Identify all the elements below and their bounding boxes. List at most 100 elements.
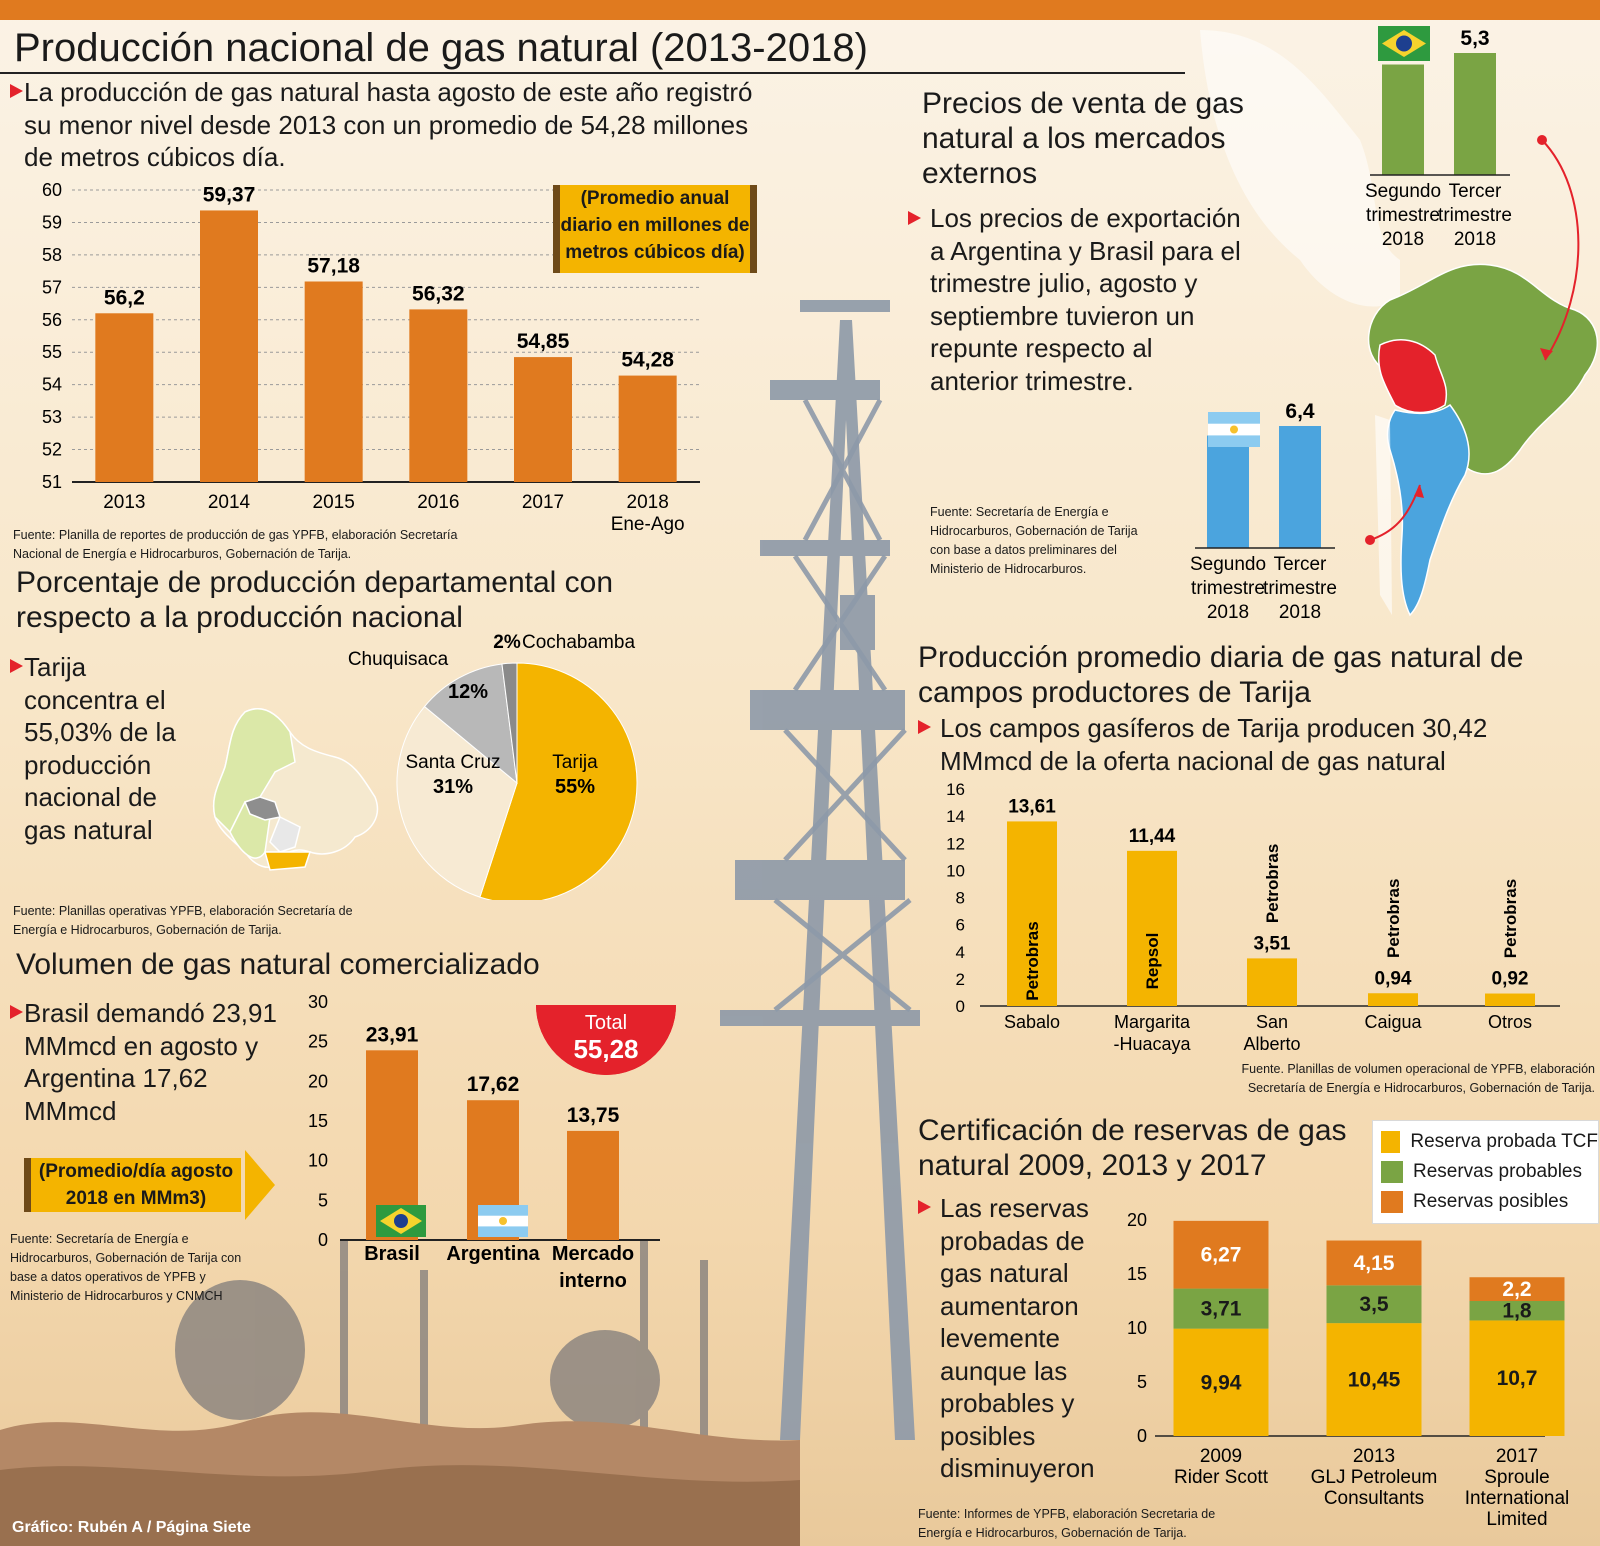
pie-slice [479,662,638,900]
operator-label: Repsol [1143,933,1162,990]
bar [618,375,677,482]
data-label: 10,45 [1348,1369,1401,1392]
volume-text: Brasil demandó 23,91 MMmcd en agosto y A… [24,998,277,1126]
x-tick-label: 2018 [1207,602,1249,623]
reserves-text: Las reservas probadas de gas natural aum… [940,1193,1095,1483]
volume-unit-badge: (Promedio/día agosto 2018 en MMm3) [24,1158,241,1212]
y-tick-label: 20 [308,1071,328,1091]
bar-segment [1173,1288,1269,1329]
y-tick-label: 51 [42,472,62,492]
prices-title: Precios de venta de gas natural a los me… [922,87,1244,190]
data-label: 57,18 [307,254,360,277]
slice-name: Santa Cruz [405,752,500,773]
x-tick-label: 2014 [208,492,251,513]
bullet-icon [10,1005,23,1019]
y-tick-label: 10 [946,861,965,880]
y-tick-label: 54 [42,375,62,395]
x-tick-label: 2015 [313,492,355,513]
x-tick-label: Limited [1486,1509,1547,1530]
pie-slice [396,705,518,898]
south-america-map-icon [1368,263,1599,617]
total-badge [536,1005,676,1075]
bar [1247,958,1297,1006]
bar-segment [1326,1240,1422,1286]
x-tick-label: Brasil [364,1243,420,1265]
intro-text: La producción de gas natural hasta agost… [24,77,753,172]
legend-item: Reservas probables [1373,1157,1598,1187]
y-tick-label: 14 [946,807,965,826]
page-title: Producción nacional de gas natural (2013… [14,26,868,70]
data-label: 3,5 [1359,1293,1389,1316]
bar-segment [1469,1277,1565,1301]
x-tick-label: Ene-Ago [611,514,685,535]
x-tick-label: Sabalo [1004,1012,1060,1032]
y-tick-label: 59 [42,212,62,232]
bullet-icon [10,84,23,98]
y-tick-label: 57 [42,277,62,297]
x-tick-label: Margarita [1114,1012,1191,1032]
data-label: 56,2 [104,286,145,309]
data-label: 0,94 [1375,968,1412,989]
x-tick-label: 2009 [1200,1446,1242,1467]
data-label: 6,27 [1201,1244,1242,1267]
bar [1368,993,1418,1006]
bar-segment [1173,1328,1269,1436]
data-label: 0,92 [1492,969,1529,990]
y-tick-label: 30 [308,992,328,1012]
x-tick-label: 2017 [1496,1446,1538,1467]
data-label: 3,71 [1201,1298,1242,1321]
bar [1382,64,1424,175]
operator-label: Petrobras [1384,879,1403,958]
x-tick-label: 2016 [417,492,459,513]
x-tick-label: Mercado [552,1243,634,1265]
badge-arrow-icon [245,1150,275,1220]
y-tick-label: 6 [956,916,965,935]
bar [304,281,363,482]
brazil-flag-icon [376,1205,426,1237]
x-tick-label: Segundo [1365,181,1441,202]
bar-segment [1469,1301,1565,1321]
data-label: 56,32 [412,282,465,305]
reserves-legend: Reserva probada TCF Reservas probables Res… [1372,1120,1599,1224]
y-tick-label: 56 [42,310,62,330]
bar [1454,53,1496,175]
y-tick-label: 20 [1127,1210,1147,1230]
y-tick-label: 55 [42,342,62,362]
data-label: 2,2 [1502,1278,1531,1301]
y-tick-label: 15 [308,1111,328,1131]
bar [1127,850,1177,1006]
x-tick-label: Consultants [1324,1488,1424,1509]
bar-segment [1326,1285,1422,1324]
operator-label: Petrobras [1501,879,1520,958]
data-label: 11,44 [1129,826,1176,847]
bar [1279,426,1321,548]
fields-chart: 0 2 4 6 8 10 12 14 16 Sabalo 13,61 Petrobras Margari… [946,780,1560,1054]
data-label: 54,85 [517,330,570,353]
x-tick-label: 2018 [1454,229,1496,250]
y-tick-label: 0 [956,997,965,1016]
departmental-pie-chart: Tarija 55% Santa Cruz 31% Chuquisaca 12% 2% Coc… [348,632,638,900]
x-tick-label: 2013 [103,492,145,513]
bar [514,357,572,482]
y-tick-label: 52 [42,440,62,460]
slice-label: 55% [555,776,595,798]
x-tick-label: 2018 [627,492,669,513]
y-tick-label: 12 [946,834,965,853]
y-tick-label: 10 [1127,1318,1147,1338]
slice-name: Chuquisaca [348,649,449,670]
data-label: 23,91 [366,1023,419,1046]
legend-item: Reserva probada TCF [1373,1127,1598,1157]
bar [567,1130,619,1240]
production-unit-badge: (Promedio anual diario en millones de me… [553,185,757,273]
data-label: 17,62 [467,1073,520,1096]
x-tick-label: Caigua [1364,1012,1422,1032]
bar [200,210,258,482]
credit: Gráfico: Rubén A / Página Siete [12,1519,251,1536]
bar [1485,993,1535,1006]
x-tick-label: Alberto [1243,1034,1300,1054]
operator-label: Petrobras [1263,844,1282,923]
data-label: 4,15 [1354,1252,1395,1275]
